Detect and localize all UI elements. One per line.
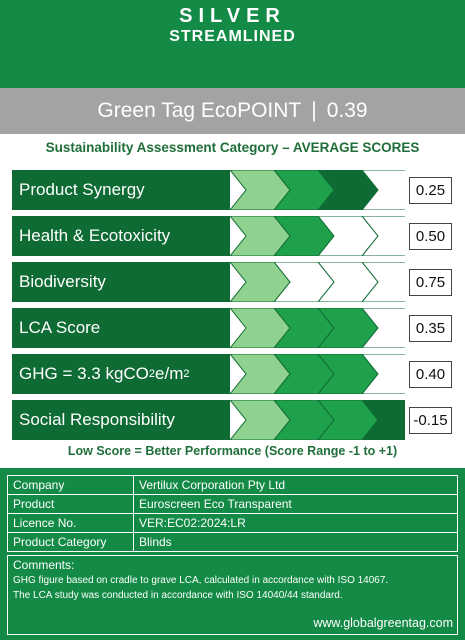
score-chevrons xyxy=(230,262,405,302)
comments-line: GHG figure based on cradle to grave LCA,… xyxy=(13,575,389,586)
info-row-company: Company Vertilux Corporation Pty Ltd xyxy=(7,475,458,495)
chevron-white xyxy=(317,262,379,302)
ghg-subscript: 2 xyxy=(148,368,156,380)
score-row-lca: LCA Score 0.35 xyxy=(12,308,452,348)
chevron-white xyxy=(361,354,405,394)
score-row-social-responsibility: Social Responsibility -0.15 xyxy=(12,400,452,440)
score-value: 0.35 xyxy=(409,315,452,342)
chevron-mid xyxy=(317,308,379,348)
info-value: Euroscreen Eco Transparent xyxy=(133,494,458,514)
info-key: Company xyxy=(7,475,134,495)
score-value: -0.15 xyxy=(409,407,452,434)
chevron-white xyxy=(361,216,405,256)
score-row-product-synergy: Product Synergy 0.25 xyxy=(12,170,452,210)
product-info-panel: Company Vertilux Corporation Pty Ltd Pro… xyxy=(0,468,465,640)
score-value: 0.40 xyxy=(409,361,452,388)
ghg-label-text: GHG = 3.3 kgCO xyxy=(19,364,149,383)
info-row-licence: Licence No. VER:EC02:2024:LR xyxy=(7,513,458,533)
info-value: Vertilux Corporation Pty Ltd xyxy=(133,475,458,495)
chevron-mid xyxy=(317,400,379,440)
ecopoint-separator: | xyxy=(311,99,317,122)
score-chevrons xyxy=(230,216,405,256)
score-chevrons xyxy=(230,354,405,394)
ecopoint-band: Green Tag EcoPOINT | 0.39 xyxy=(0,88,465,134)
score-chevrons xyxy=(230,400,405,440)
category-label: GHG = 3.3 kgCO 2 e/m 2 xyxy=(12,354,230,394)
category-label: Biodiversity xyxy=(12,262,230,302)
chevron-light xyxy=(230,170,291,210)
certification-header: SILVER STREAMLINED xyxy=(0,0,465,88)
chevron-white xyxy=(361,262,405,302)
chevron-white xyxy=(361,308,405,348)
score-row-ghg: GHG = 3.3 kgCO 2 e/m 2 0.40 xyxy=(12,354,452,394)
chevron-light xyxy=(230,308,291,348)
chevron-mid xyxy=(273,170,335,210)
ghg-superscript: 2 xyxy=(183,368,190,380)
chevron-mid xyxy=(273,354,335,394)
chevron-white xyxy=(317,216,379,256)
product-info-table: Company Vertilux Corporation Pty Ltd Pro… xyxy=(7,475,458,552)
comments-label: Comments: xyxy=(13,558,75,572)
ghg-unit: e/m xyxy=(155,364,184,383)
chevron-white xyxy=(361,170,405,210)
chevron-dark xyxy=(361,400,405,440)
info-key: Product xyxy=(7,494,134,514)
chevron-white xyxy=(273,262,335,302)
category-label: Health & Ecotoxicity xyxy=(12,216,230,256)
score-row-biodiversity: Biodiversity 0.75 xyxy=(12,262,452,302)
score-footnote: Low Score = Better Performance (Score Ra… xyxy=(67,444,398,458)
chevron-light xyxy=(230,262,291,302)
score-value: 0.75 xyxy=(409,269,452,296)
score-value: 0.25 xyxy=(409,177,452,204)
ecopoint-label: Green Tag EcoPOINT xyxy=(97,99,302,122)
certification-type: STREAMLINED xyxy=(169,28,296,45)
info-row-category: Product Category Blinds xyxy=(7,532,458,552)
certification-tier: SILVER xyxy=(179,5,286,27)
chevron-mid xyxy=(273,308,335,348)
chevron-dark xyxy=(317,170,379,210)
ecopoint-value: 0.39 xyxy=(326,99,368,122)
chevron-mid xyxy=(273,216,335,256)
category-label: LCA Score xyxy=(12,308,230,348)
score-chevrons xyxy=(230,308,405,348)
score-chevrons xyxy=(230,170,405,210)
category-title: Sustainability Assessment Category – AVE… xyxy=(45,140,420,155)
info-key: Product Category xyxy=(7,532,134,552)
chevron-light xyxy=(230,354,291,394)
comments-box: Comments: GHG figure based on cradle to … xyxy=(7,555,458,635)
info-value: Blinds xyxy=(133,532,458,552)
score-value: 0.50 xyxy=(409,223,452,250)
score-row-health-ecotoxicity: Health & Ecotoxicity 0.50 xyxy=(12,216,452,256)
website-link[interactable]: www.globalgreentag.com xyxy=(313,616,453,630)
info-row-product: Product Euroscreen Eco Transparent xyxy=(7,494,458,514)
chevron-light xyxy=(230,400,291,440)
category-label: Product Synergy xyxy=(12,170,230,210)
chevron-light xyxy=(230,216,291,256)
info-key: Licence No. xyxy=(7,513,134,533)
chevron-mid xyxy=(317,354,379,394)
comments-line: The LCA study was conducted in accordanc… xyxy=(13,590,343,601)
category-label: Social Responsibility xyxy=(12,400,230,440)
info-value: VER:EC02:2024:LR xyxy=(133,513,458,533)
chevron-mid xyxy=(273,400,335,440)
